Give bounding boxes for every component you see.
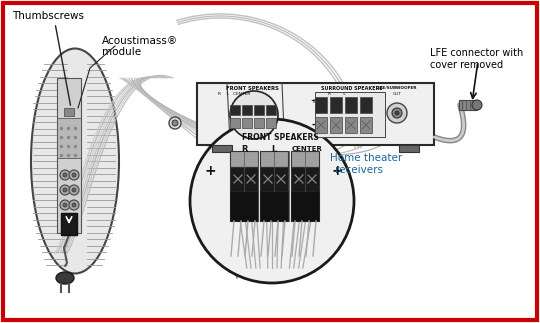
Text: L: L	[272, 144, 276, 153]
Bar	[291, 151, 319, 167]
Bar	[212, 145, 232, 152]
Text: receivers: receivers	[335, 165, 383, 175]
Bar	[330, 117, 342, 133]
Text: Home theater: Home theater	[330, 153, 402, 163]
Bar	[360, 117, 372, 133]
Text: R    L   CENTER: R L CENTER	[218, 92, 250, 96]
Circle shape	[60, 200, 70, 210]
Circle shape	[472, 100, 482, 110]
Bar	[254, 105, 264, 115]
Text: LFE/SUBWOOFER: LFE/SUBWOOFER	[377, 86, 417, 90]
Bar	[360, 97, 372, 113]
Text: R: R	[241, 144, 247, 153]
Bar	[260, 151, 288, 167]
Text: Thumbscrews: Thumbscrews	[12, 11, 84, 21]
Text: SURROUND SPEAKERS: SURROUND SPEAKERS	[321, 86, 383, 90]
Bar	[291, 167, 319, 191]
Bar	[230, 151, 258, 167]
Circle shape	[395, 111, 399, 115]
Ellipse shape	[56, 272, 74, 284]
Circle shape	[72, 188, 76, 192]
Bar	[57, 78, 81, 233]
Bar	[242, 118, 252, 128]
Bar	[254, 118, 264, 128]
Text: FRONT SPEAKERS: FRONT SPEAKERS	[241, 132, 319, 141]
Bar	[315, 117, 327, 133]
Bar	[242, 105, 252, 115]
Bar	[315, 97, 327, 113]
Circle shape	[69, 185, 79, 195]
Circle shape	[72, 203, 76, 207]
Circle shape	[69, 170, 79, 180]
Bar	[61, 213, 77, 235]
Bar	[57, 118, 81, 158]
Text: OUT: OUT	[393, 92, 401, 96]
Bar	[230, 105, 240, 115]
Text: +: +	[310, 98, 316, 104]
Text: cover removed: cover removed	[430, 60, 503, 70]
Bar	[291, 191, 319, 221]
Bar	[260, 167, 288, 191]
Ellipse shape	[31, 48, 119, 274]
Text: +: +	[204, 164, 216, 178]
Circle shape	[72, 173, 76, 177]
Circle shape	[190, 119, 354, 283]
Bar	[315, 92, 385, 137]
Text: -: -	[311, 120, 315, 130]
Circle shape	[60, 170, 70, 180]
Bar	[260, 191, 288, 221]
Bar	[345, 97, 357, 113]
Circle shape	[172, 120, 178, 126]
Text: R         L: R L	[328, 92, 346, 96]
Circle shape	[69, 200, 79, 210]
Text: LFE connector with: LFE connector with	[430, 48, 523, 58]
Bar	[230, 167, 258, 191]
Circle shape	[63, 188, 67, 192]
Bar	[330, 97, 342, 113]
Bar	[266, 105, 276, 115]
Bar	[197, 83, 434, 145]
Text: +: +	[331, 164, 343, 178]
Bar	[459, 100, 477, 110]
Circle shape	[169, 117, 181, 129]
Circle shape	[392, 108, 402, 118]
Text: Acoustimass®: Acoustimass®	[102, 36, 178, 46]
Bar	[230, 118, 240, 128]
Circle shape	[387, 103, 407, 123]
Bar	[345, 117, 357, 133]
Bar	[230, 191, 258, 221]
Text: CENTER: CENTER	[292, 146, 322, 152]
Bar	[266, 118, 276, 128]
Text: module: module	[102, 47, 141, 57]
Bar	[64, 108, 74, 116]
Circle shape	[63, 173, 67, 177]
Circle shape	[63, 203, 67, 207]
Circle shape	[60, 185, 70, 195]
Text: FRONT SPEAKERS: FRONT SPEAKERS	[226, 86, 279, 90]
Circle shape	[230, 91, 278, 139]
Bar	[399, 145, 419, 152]
